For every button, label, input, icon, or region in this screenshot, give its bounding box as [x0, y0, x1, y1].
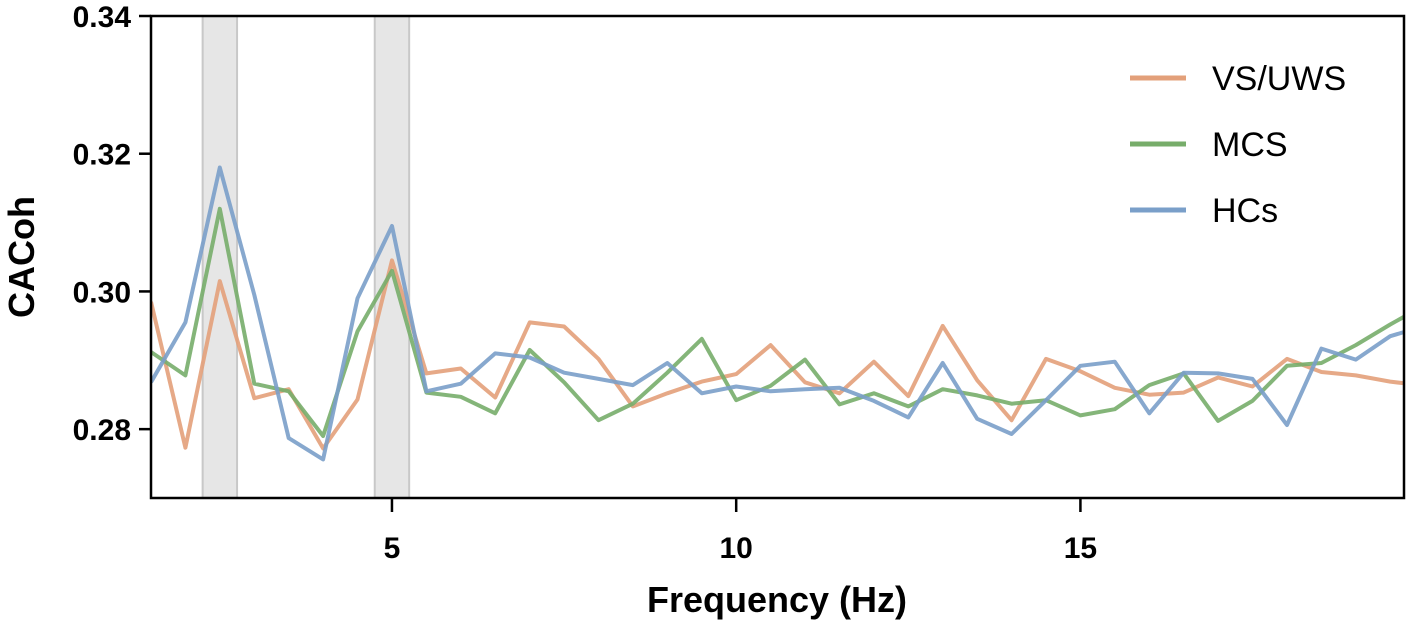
series-lines	[151, 165, 1404, 462]
legend: VS/UWS MCS HCs	[1130, 60, 1346, 230]
highlight-band-1	[201, 15, 239, 499]
series-line-hcs	[151, 165, 1404, 462]
x-tick-label: 15	[1064, 532, 1097, 565]
legend-label: VS/UWS	[1212, 60, 1346, 98]
series-line-vs-uws	[151, 258, 1404, 451]
axis-ticks: 0.28 0.30 0.32 0.34 5 10 15	[73, 1, 1098, 565]
x-tick-label: 10	[720, 532, 753, 565]
x-axis-title: Frequency (Hz)	[647, 579, 907, 620]
y-tick-label: 0.28	[73, 414, 131, 447]
y-tick-label: 0.30	[73, 276, 131, 309]
highlight-band-2	[373, 15, 411, 499]
legend-label: HCs	[1212, 192, 1278, 230]
y-tick-label: 0.34	[73, 1, 132, 34]
y-tick-label: 0.32	[73, 139, 131, 172]
legend-label: MCS	[1212, 126, 1288, 164]
series-line-mcs	[151, 206, 1404, 438]
x-tick-label: 5	[384, 532, 401, 565]
plot-frame	[149, 14, 1406, 500]
y-axis-title: CACoh	[1, 196, 42, 318]
